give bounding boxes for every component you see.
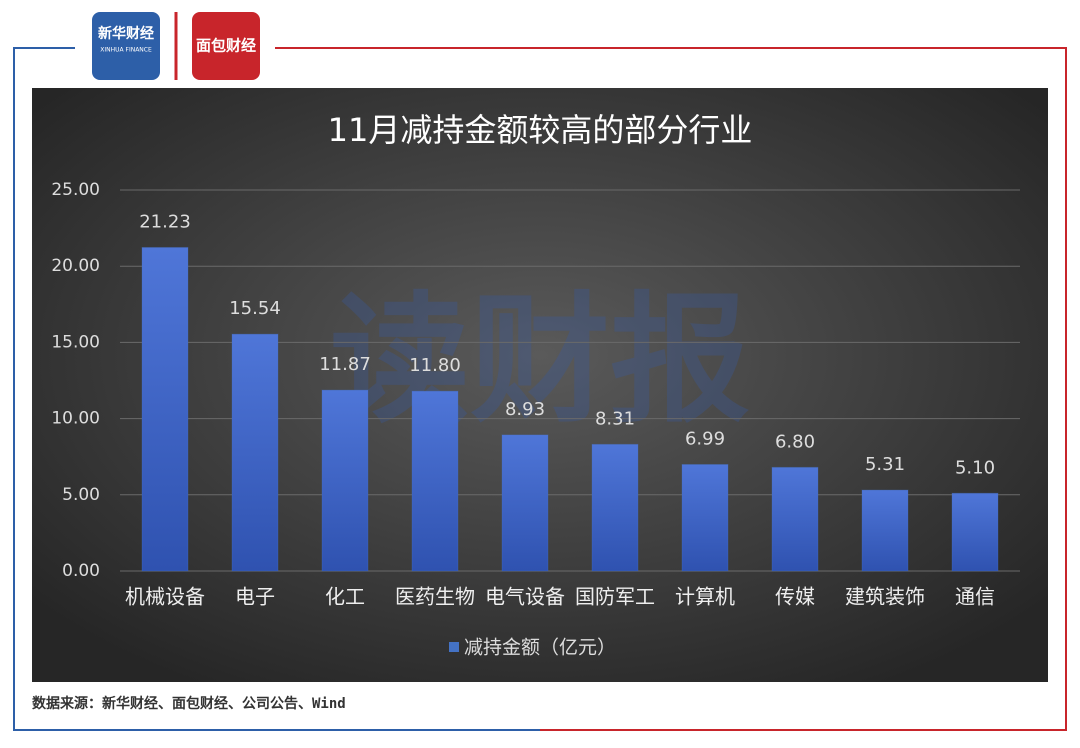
bar [591, 443, 639, 572]
source-note: 数据来源：新华财经、面包财经、公司公告、Wind [32, 695, 346, 712]
chart-title: 11月减持金额较高的部分行业 [328, 111, 753, 149]
x-tick-label: 电子 [235, 585, 275, 609]
x-tick-label: 机械设备 [125, 585, 205, 609]
data-label: 5.31 [865, 454, 905, 475]
data-label: 6.99 [685, 428, 725, 449]
frame-right [275, 47, 1067, 731]
bar [861, 489, 909, 572]
y-tick-label: 5.00 [62, 485, 100, 505]
bar [141, 246, 189, 572]
logo-right-text: 面包财经 [196, 37, 256, 55]
watermark: 读财报 [330, 280, 750, 443]
logo-left [92, 12, 160, 80]
x-tick-label: 国防军工 [575, 585, 655, 609]
data-label: 8.31 [595, 408, 635, 429]
frame-left [13, 47, 540, 731]
bar [501, 434, 549, 572]
x-tick-label: 传媒 [775, 585, 815, 609]
data-label: 8.93 [505, 399, 545, 420]
x-tick-label: 医药生物 [395, 585, 475, 609]
logo-left-text: 新华财经 [98, 25, 154, 42]
y-tick-label: 10.00 [51, 409, 100, 429]
legend-label: 减持金额（亿元） [464, 637, 616, 659]
x-tick-label: 化工 [325, 585, 365, 609]
bar [321, 389, 369, 572]
x-tick-label: 建筑装饰 [845, 585, 925, 609]
y-tick-label: 0.00 [62, 561, 100, 581]
bar [771, 466, 819, 572]
data-label: 11.80 [409, 355, 461, 376]
y-tick-label: 15.00 [51, 332, 100, 352]
data-label: 5.10 [955, 457, 995, 478]
bar [231, 333, 279, 572]
x-tick-label: 通信 [955, 585, 995, 609]
x-tick-label: 电气设备 [485, 585, 565, 609]
logo-left-sub: XINHUA FINANCE [100, 47, 152, 54]
bar [951, 492, 999, 572]
bar [411, 390, 459, 572]
data-label: 15.54 [229, 298, 281, 319]
data-label: 21.23 [139, 211, 191, 232]
logo-right [192, 12, 260, 80]
x-tick-label: 计算机 [675, 585, 735, 609]
bar [681, 463, 729, 572]
data-label: 6.80 [775, 431, 815, 452]
plot: 0.00 5.00 10.00 15.00 20.00 25.00 机械设备 21.23 电子 1… [51, 180, 1020, 659]
legend-swatch [449, 642, 459, 652]
chart-panel [32, 88, 1048, 682]
y-tick-label: 25.00 [51, 180, 100, 200]
data-label: 11.87 [319, 354, 371, 375]
y-tick-label: 20.00 [51, 256, 100, 276]
